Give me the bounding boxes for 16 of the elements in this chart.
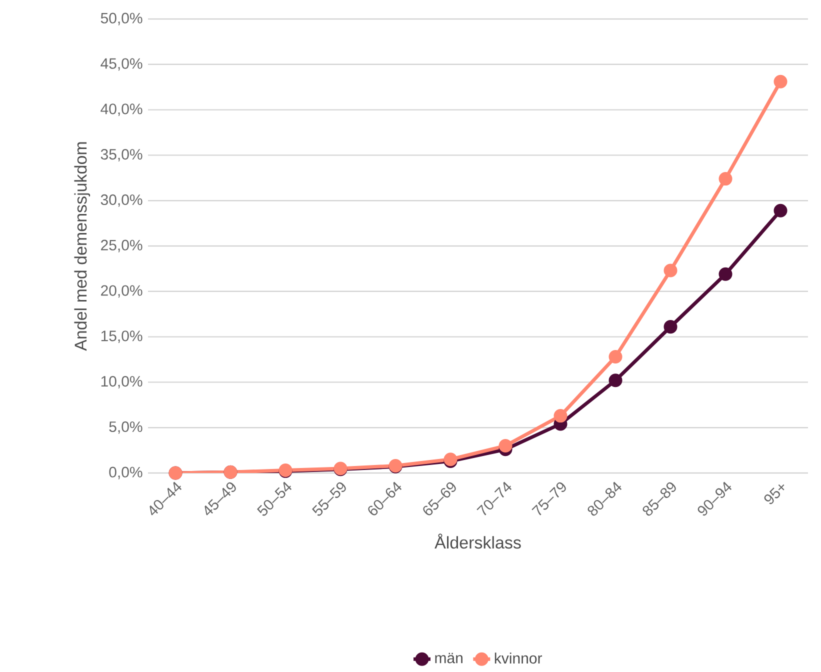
y-tick-label: 20,0% xyxy=(101,285,142,298)
y-tick-label: 30,0% xyxy=(100,194,142,207)
x-tick-label: 95+ xyxy=(764,484,784,504)
y-tick-label: 25,0% xyxy=(101,240,142,252)
y-tick-label: 10,0% xyxy=(101,376,142,388)
y-tick-label: 35,0% xyxy=(100,149,142,162)
y-tick-label: 45,0% xyxy=(100,58,142,71)
legend-label: kvinnor xyxy=(494,652,542,664)
y-axis-title: Andel med demenssjukdom xyxy=(74,142,90,351)
y-tick-label: 0,0% xyxy=(109,466,142,480)
y-tick-label: 40,0% xyxy=(100,104,142,116)
x-axis-title: Åldersklass xyxy=(434,534,521,549)
legend-label: män xyxy=(435,652,462,664)
y-tick-label: 5,0% xyxy=(109,421,142,434)
y-tick-label: 15,0% xyxy=(101,330,142,343)
y-tick-label: 50,0% xyxy=(100,12,142,26)
